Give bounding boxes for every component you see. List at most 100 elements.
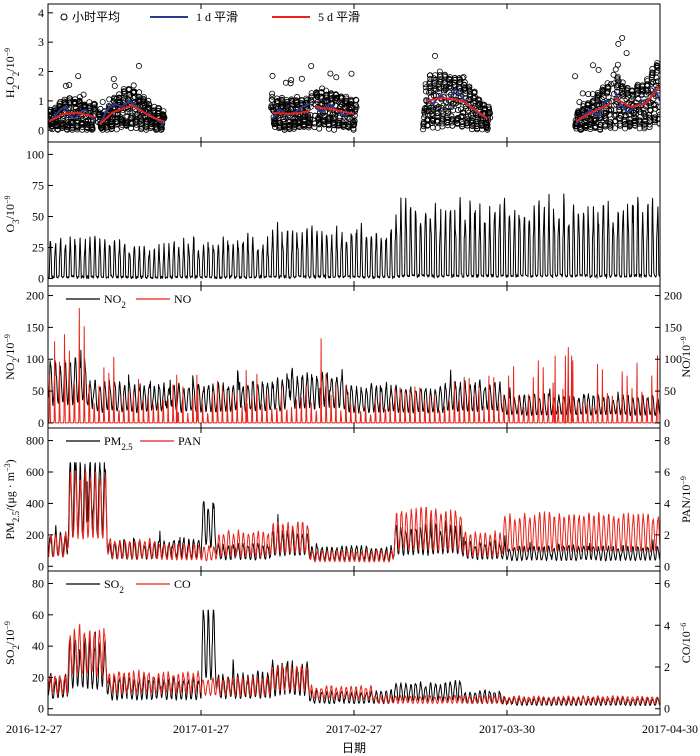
hourly-point	[328, 91, 335, 98]
hourly-point	[614, 61, 621, 68]
y-tick-label: 100	[26, 352, 44, 366]
smooth-5d-line	[272, 110, 310, 116]
legend-h2o2: 小时平均 1 d 平滑 5 d 平滑	[60, 10, 360, 24]
x-axis-label: 日期	[342, 741, 366, 755]
hourly-point	[588, 117, 595, 124]
hourly-point	[298, 75, 305, 82]
y-tick-label: 1	[38, 94, 44, 108]
legend-label: 5 d 平滑	[318, 10, 360, 24]
hourly-point	[316, 125, 323, 132]
y-axis-label-right: PAN/10−9	[679, 476, 694, 523]
hourly-point	[80, 91, 87, 98]
y-axis-label-left: O3/10−9	[3, 195, 22, 232]
hourly-point	[579, 90, 586, 97]
series-no-line	[48, 307, 660, 424]
plot-area-pm	[48, 462, 660, 563]
y-axis-label-left: SO2/10−9	[3, 621, 22, 665]
hourly-point	[486, 106, 493, 113]
y-right-tick-label: 50	[664, 384, 676, 398]
hourly-point	[130, 82, 137, 89]
y-axis-label-right: CO/10−6	[679, 623, 694, 664]
hourly-point	[630, 94, 637, 101]
hourly-point	[113, 126, 120, 133]
hourly-point	[62, 103, 69, 110]
hourly-point	[644, 87, 651, 94]
smooth-5d-line	[425, 97, 488, 120]
hourly-point	[287, 80, 294, 87]
y-tick-label: 150	[26, 320, 44, 334]
series-pm25-line	[48, 462, 660, 562]
hourly-point	[327, 70, 334, 77]
y-tick-label: 25	[32, 241, 44, 255]
hourly-point	[146, 106, 153, 113]
hourly-point	[635, 96, 642, 103]
hourly-point	[111, 82, 118, 89]
hourly-point	[120, 94, 127, 101]
series-no2-line	[48, 349, 660, 417]
hourly-point	[353, 104, 360, 111]
hourly-point	[288, 77, 295, 84]
hourly-point	[607, 81, 614, 88]
plot-area-so2co	[48, 609, 660, 707]
y-right-tick-label: 6	[664, 465, 670, 479]
y-tick-label: 400	[26, 496, 44, 510]
hourly-point	[448, 113, 455, 120]
hourly-point	[351, 118, 358, 125]
y-right-tick-label: 200	[664, 289, 682, 303]
panel-pm: 0 200 400 600 800 0 2 4 6 8 PM2.5/(μg · m−3) PAN/10…	[3, 428, 694, 573]
hourly-point	[277, 119, 284, 126]
hourly-point	[476, 97, 483, 104]
hourly-point	[484, 121, 491, 128]
y-axis-label-left: NO2/10−9	[3, 334, 22, 380]
legend-label: SO2	[104, 577, 124, 595]
hourly-point	[348, 70, 355, 77]
hourly-point	[455, 102, 462, 109]
hourly-point	[622, 112, 629, 119]
hourly-point	[642, 112, 649, 119]
y-tick-label: 200	[26, 289, 44, 303]
y-right-tick-label: 4	[664, 618, 670, 632]
hourly-point	[464, 113, 471, 120]
hourly-point	[619, 79, 626, 86]
hourly-point	[441, 71, 448, 78]
legend-so2co: SO2 CO	[66, 577, 191, 595]
hourly-point	[607, 122, 614, 129]
hourly-point	[431, 52, 438, 59]
y-right-tick-label: 2	[664, 528, 670, 542]
hourly-point	[110, 76, 117, 83]
y-right-tick-label: 0	[664, 702, 670, 716]
plot-area-o3	[48, 193, 660, 280]
hourly-point	[62, 82, 69, 89]
y-right-tick-label: 2	[664, 660, 670, 674]
series-pan-line	[48, 470, 660, 563]
hourly-point	[420, 121, 427, 128]
hourly-point	[615, 40, 622, 47]
hourly-point	[161, 114, 168, 121]
y-right-tick-label: 0	[664, 559, 670, 573]
hourly-point	[646, 124, 653, 131]
plot-area-h2o2	[48, 35, 660, 133]
hourly-point	[652, 114, 659, 121]
plot-area-nox	[48, 307, 660, 424]
y-tick-label: 600	[26, 465, 44, 479]
hourly-point	[421, 111, 428, 118]
y-tick-label: 0	[38, 416, 44, 430]
legend-label: PM2.5	[104, 434, 133, 452]
legend-label: 1 d 平滑	[196, 10, 238, 24]
hourly-point	[644, 82, 651, 89]
smooth-5d-line	[614, 85, 660, 108]
series-so2-line	[48, 609, 660, 707]
hourly-point	[619, 35, 626, 42]
hourly-point	[439, 113, 446, 120]
hourly-point	[109, 123, 116, 130]
hourly-point	[331, 126, 338, 133]
x-tick-label: 2017-02-27	[326, 722, 382, 736]
y-axis-label-right: NO/10−9	[679, 336, 694, 377]
series-o3-line	[48, 193, 660, 280]
y-tick-label: 200	[26, 528, 44, 542]
smooth-1d-line	[48, 105, 96, 123]
y-tick-label: 0	[38, 272, 44, 286]
smooth-5d-line	[575, 102, 612, 123]
hourly-point	[308, 63, 315, 70]
hourly-point	[638, 91, 645, 98]
